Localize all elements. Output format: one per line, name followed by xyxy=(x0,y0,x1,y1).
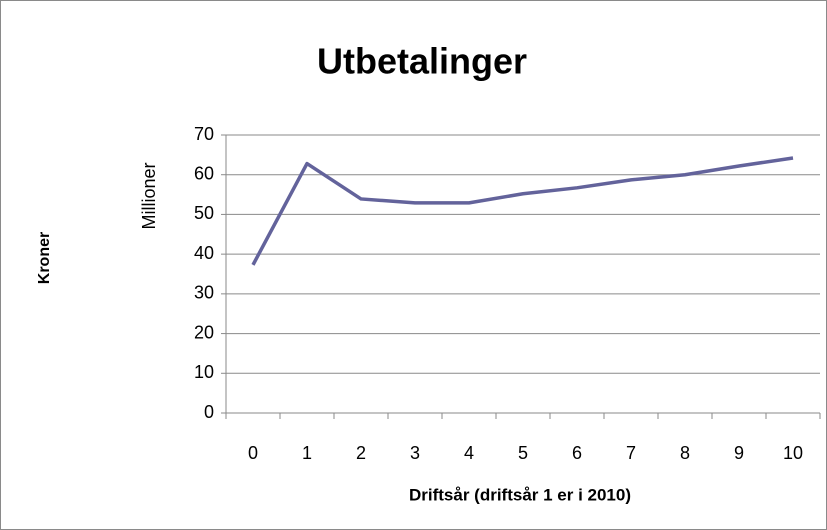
x-tick-label: 10 xyxy=(783,443,803,463)
x-tick-label: 5 xyxy=(518,443,528,463)
x-tick-label: 3 xyxy=(410,443,420,463)
x-tick-label: 7 xyxy=(626,443,636,463)
x-axis-label: Driftsår (driftsår 1 er i 2010) xyxy=(409,485,631,504)
y-axis-label: Kroner xyxy=(36,232,53,284)
y-tick-label: 20 xyxy=(194,322,214,342)
y-tick-label: 10 xyxy=(194,362,214,382)
x-tick-label: 6 xyxy=(572,443,582,463)
chart-title: Utbetalinger xyxy=(317,41,527,82)
x-tick-label: 8 xyxy=(680,443,690,463)
y-tick-label: 70 xyxy=(194,124,214,144)
x-tick-label: 1 xyxy=(302,443,312,463)
x-tick-label: 0 xyxy=(248,443,258,463)
y-tick-label: 40 xyxy=(194,243,214,263)
y-tick-label: 60 xyxy=(194,163,214,183)
x-tick-label: 9 xyxy=(734,443,744,463)
x-tick-label: 2 xyxy=(356,443,366,463)
y-tick-label: 0 xyxy=(204,402,214,422)
x-tick-label: 4 xyxy=(464,443,474,463)
unit-label: Millioner xyxy=(139,162,159,229)
y-tick-label: 30 xyxy=(194,283,214,303)
data-line xyxy=(251,156,794,266)
y-tick-label: 50 xyxy=(194,203,214,223)
